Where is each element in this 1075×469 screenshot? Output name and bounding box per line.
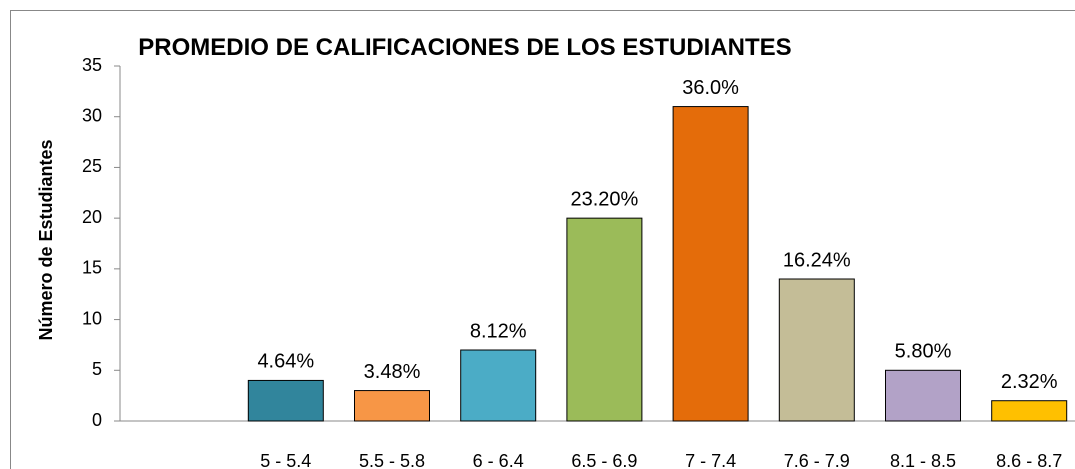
y-tick-label: 20 bbox=[82, 207, 102, 227]
bar bbox=[885, 369, 961, 422]
x-tick-label: 5 - 5.4 bbox=[260, 451, 311, 469]
x-tick-label: 8.1 - 8.5 bbox=[890, 451, 956, 469]
data-label: 36.0% bbox=[682, 77, 739, 99]
y-tick-label: 30 bbox=[82, 105, 102, 125]
y-tick-label: 10 bbox=[82, 308, 102, 328]
x-tick-label: 6 - 6.4 bbox=[473, 451, 524, 469]
bar bbox=[778, 278, 855, 422]
bar bbox=[460, 349, 537, 422]
y-tick-label: 0 bbox=[92, 410, 102, 430]
chart-title: PROMEDIO DE CALIFICACIONES DE LOS ESTUDI… bbox=[138, 34, 792, 61]
y-axis-label: Número de Estudiantes bbox=[36, 139, 56, 340]
x-tick-label: 5.5 - 5.8 bbox=[359, 451, 425, 469]
bar bbox=[247, 379, 324, 422]
bar bbox=[354, 390, 430, 422]
x-tick-label: 7 - 7.4 bbox=[685, 451, 736, 469]
x-tick-label: 8.6 - 8.7 bbox=[996, 451, 1062, 469]
bar bbox=[672, 106, 749, 422]
y-tick-label: 15 bbox=[82, 258, 102, 278]
data-label: 3.48% bbox=[364, 361, 421, 383]
chart-border bbox=[10, 10, 1075, 469]
data-label: 2.32% bbox=[1001, 371, 1058, 393]
data-label: 4.64% bbox=[257, 351, 314, 373]
x-tick-label: 6.5 - 6.9 bbox=[571, 451, 637, 469]
data-label: 16.24% bbox=[783, 249, 851, 271]
data-label: 5.80% bbox=[895, 341, 952, 363]
data-label: 23.20% bbox=[570, 188, 638, 210]
bar bbox=[991, 400, 1068, 422]
y-tick-label: 35 bbox=[82, 55, 102, 75]
x-tick-label: 7.6 - 7.9 bbox=[784, 451, 850, 469]
y-tick-label: 5 bbox=[92, 359, 102, 379]
y-tick-label: 25 bbox=[82, 156, 102, 176]
data-label: 8.12% bbox=[470, 320, 527, 342]
bar bbox=[566, 217, 643, 422]
